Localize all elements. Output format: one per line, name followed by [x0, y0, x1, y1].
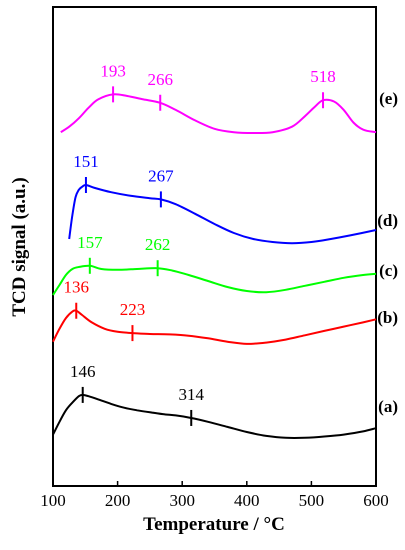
series-line-e [60, 93, 377, 135]
peak-markers: 146 314 136 223 157 262 151 267 193 266 518 [64, 61, 336, 426]
x-tick-label: 200 [105, 491, 131, 510]
x-tick-label: 500 [299, 491, 325, 510]
curves [52, 93, 377, 439]
peak-label: 193 [100, 61, 126, 80]
series-label: (a) [378, 397, 398, 416]
series-line-a [52, 393, 377, 439]
peak-label: 266 [147, 70, 173, 89]
peak-label: 223 [120, 300, 146, 319]
y-axis-title: TCD signal (a.u.) [9, 177, 30, 316]
series-label: (e) [379, 89, 398, 108]
peak-label: 136 [64, 278, 90, 297]
curve-labels: (a) (b) (c) (d) (e) [377, 89, 398, 416]
x-axis-title: Temperature / °C [143, 514, 285, 535]
series-line-b [52, 309, 377, 345]
x-tick-label: 600 [363, 491, 389, 510]
peak-label: 146 [70, 362, 96, 381]
series-label: (c) [379, 261, 398, 280]
series-line-d [68, 183, 377, 245]
x-tick-label: 100 [40, 491, 66, 510]
series-label: (d) [377, 211, 398, 230]
series-label: (b) [377, 308, 398, 327]
x-axis-ticks: 100 200 300 400 500 600 [40, 481, 389, 510]
peak-label: 314 [178, 385, 204, 404]
peak-label: 267 [148, 166, 174, 185]
peak-label: 262 [145, 235, 171, 254]
x-tick-label: 300 [169, 491, 195, 510]
peak-label: 151 [73, 152, 99, 171]
plot-frame [52, 6, 377, 487]
peak-label: 157 [77, 233, 103, 252]
peak-label: 518 [310, 67, 336, 86]
series-line-c [52, 264, 377, 296]
x-tick-label: 400 [234, 491, 260, 510]
